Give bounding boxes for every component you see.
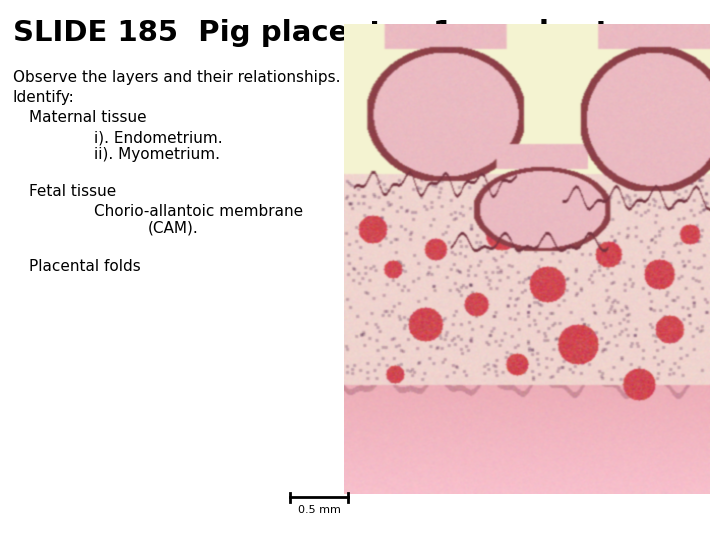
Text: Identify:: Identify: <box>13 90 75 105</box>
Text: Maternal tissue: Maternal tissue <box>29 110 146 125</box>
Text: Observe the layers and their relationships.: Observe the layers and their relationshi… <box>13 70 341 85</box>
Text: 0.5 mm: 0.5 mm <box>297 505 341 515</box>
Text: Chorio-allantoic membrane: Chorio-allantoic membrane <box>94 204 302 219</box>
Text: SLIDE 185  Pig placenta   1 : early stage: SLIDE 185 Pig placenta 1 : early stage <box>13 19 670 47</box>
Text: (CAM).: (CAM). <box>148 221 198 236</box>
Text: ii). Myometrium.: ii). Myometrium. <box>94 147 220 163</box>
Text: Fetal tissue: Fetal tissue <box>29 184 116 199</box>
Text: Placental folds: Placental folds <box>29 259 140 274</box>
Text: i). Endometrium.: i). Endometrium. <box>94 130 222 145</box>
